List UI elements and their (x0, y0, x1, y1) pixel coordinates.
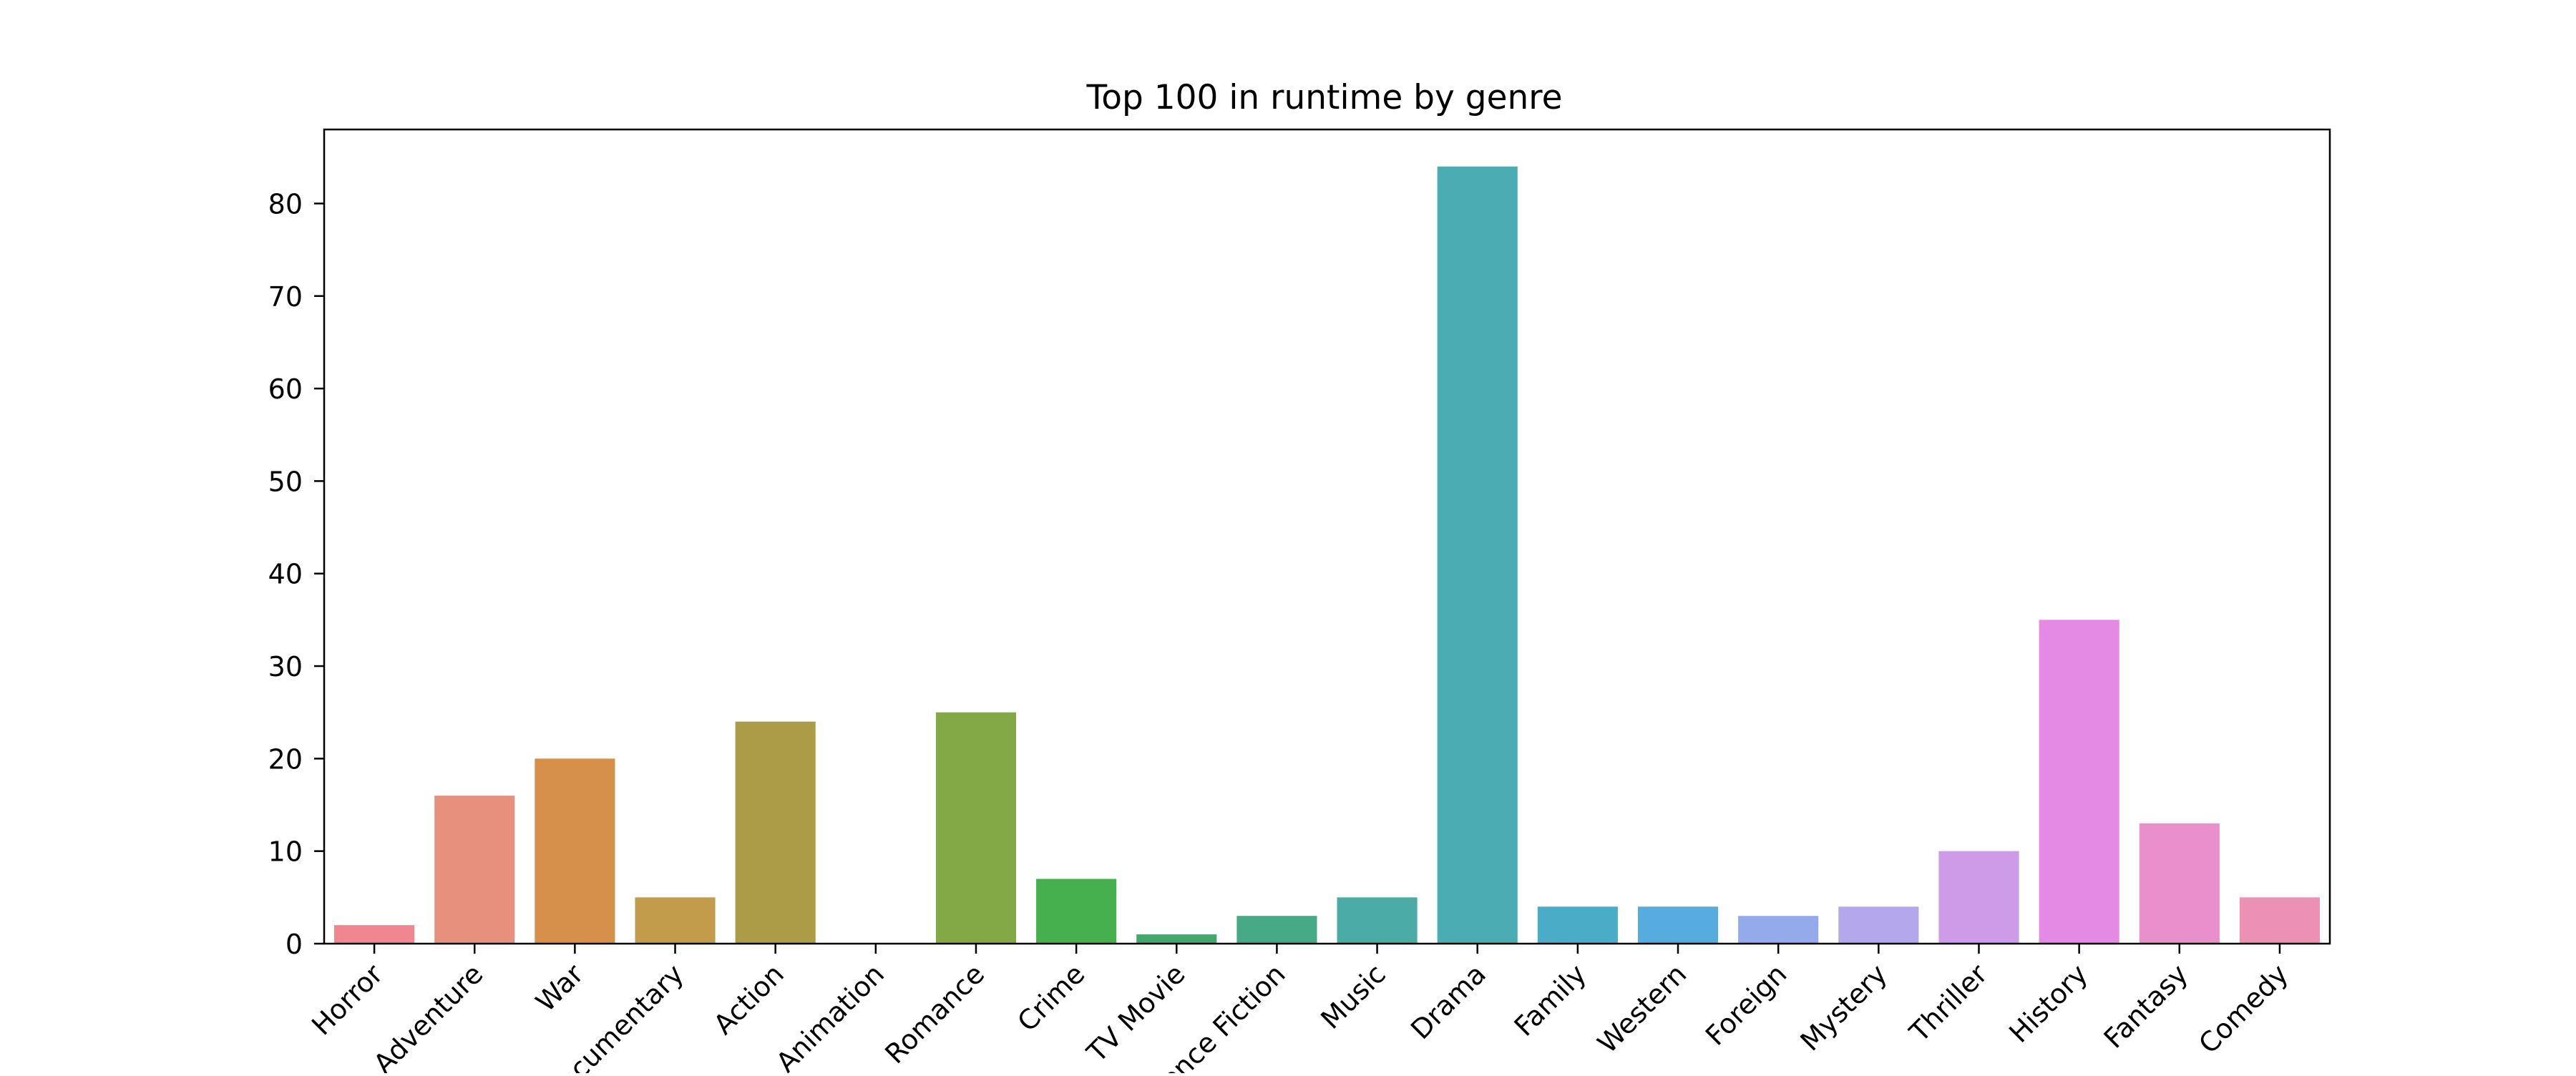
bar-thriller (1938, 851, 2019, 944)
chart-title: Top 100 in runtime by genre (1085, 78, 1562, 117)
y-tick-label: 70 (268, 281, 303, 313)
y-tick-label: 0 (286, 929, 303, 960)
bar-comedy (2239, 897, 2320, 944)
y-tick-label: 50 (268, 466, 303, 497)
bar-adventure (434, 796, 515, 944)
y-tick-label: 80 (268, 188, 303, 220)
bars-layer (334, 166, 2320, 944)
bar-drama (1437, 166, 1518, 944)
bar-western (1637, 906, 1719, 944)
y-tick-label: 10 (268, 836, 303, 868)
y-axis: 0 10 20 30 40 50 60 70 80 (268, 188, 324, 960)
bar-romance (935, 712, 1017, 944)
bar-horror (334, 925, 415, 944)
bar-crime (1036, 879, 1117, 944)
y-tick-label: 20 (268, 743, 303, 775)
plot-frame (323, 128, 2331, 945)
bar-family (1537, 906, 1618, 944)
bar-science-fiction (1236, 916, 1317, 944)
bar-tv-movie (1136, 934, 1217, 944)
bar-history (2039, 620, 2119, 944)
bar-war (535, 758, 615, 944)
bar-fantasy (2139, 823, 2220, 944)
y-tick-label: 30 (268, 651, 303, 683)
bar-action (735, 721, 816, 944)
y-tick-label: 60 (268, 373, 303, 405)
bar-mystery (1838, 906, 1919, 944)
bar-foreign (1738, 916, 1819, 944)
bar-music (1337, 897, 1418, 944)
bar-documentary (635, 897, 716, 944)
y-tick-label: 40 (268, 559, 303, 590)
